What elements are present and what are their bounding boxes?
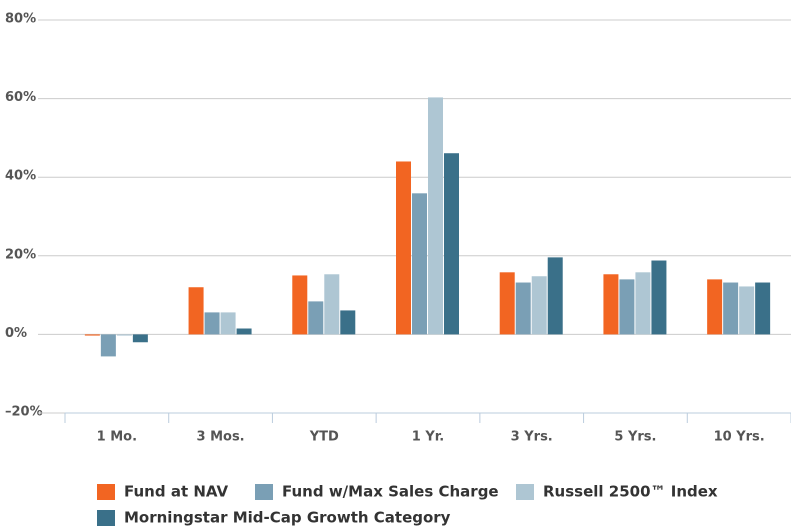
x-tick-label: 1 Yr. [412,430,444,445]
bar [707,279,723,335]
x-tick-label: 1 Mo. [97,430,137,445]
x-tick-label: 3 Yrs. [511,430,553,445]
x-tick-label: 3 Mos. [197,430,245,445]
x-tick-label: YTD [309,430,339,445]
bar [100,334,116,357]
x-tick-label: 10 Yrs. [714,430,765,445]
bar [428,97,443,335]
legend-swatch [516,484,534,500]
legend-label: Fund w/Max Sales Charge [282,483,499,501]
bar [531,276,547,335]
bar [220,312,236,335]
bar [396,161,411,335]
bar [723,282,739,335]
bar [619,279,635,335]
bar [515,282,531,335]
bar [132,334,148,343]
y-tick-label: 80% [5,12,36,27]
bar [755,282,771,335]
y-tick-label: –20% [5,405,43,420]
bar [188,287,204,335]
legend-label: Fund at NAV [124,483,228,501]
y-tick-label: 60% [5,90,36,105]
y-tick-label: 0% [5,326,27,341]
y-tick-label: 20% [5,247,36,262]
legend-swatch [97,484,115,500]
bar [651,260,667,335]
bar [292,275,308,335]
legend-swatch [97,510,115,526]
bar [340,310,356,335]
bar [635,272,651,335]
bar [444,153,459,335]
bar [499,272,515,335]
x-tick-label: 5 Yrs. [614,430,656,445]
legend-swatch [255,484,273,500]
bar [236,328,252,335]
bar [739,286,755,335]
bar [412,193,427,335]
legend-label: Morningstar Mid-Cap Growth Category [124,509,451,527]
bar [204,312,220,335]
y-tick-label: 40% [5,169,36,184]
legend-label: Russell 2500™ Index [543,483,718,501]
bar [603,274,619,335]
bar [84,334,100,336]
bar [116,334,132,336]
bar [308,301,324,335]
bar [324,274,340,335]
bar [547,257,563,335]
